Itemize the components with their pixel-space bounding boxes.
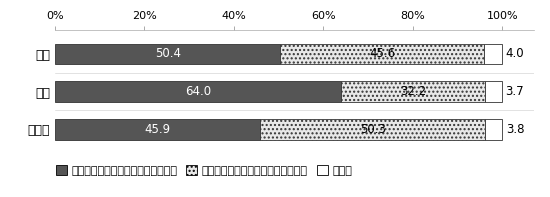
Bar [485,44,502,64]
Text: 50.4: 50.4 [155,47,181,60]
Text: 3.7: 3.7 [505,85,524,98]
Text: 3.8: 3.8 [506,123,524,136]
Text: 50.3: 50.3 [360,123,386,136]
Bar [55,119,260,139]
Bar [280,44,485,64]
Text: 32.2: 32.2 [400,85,426,98]
Text: 64.0: 64.0 [185,85,211,98]
Bar [341,81,485,102]
Bar [485,81,502,102]
Legend: メンタルヘルスケアの取り組みあり, メンタルヘルスケアの取り組みなし, 無回答: メンタルヘルスケアの取り組みあり, メンタルヘルスケアの取り組みなし, 無回答 [56,165,352,176]
Bar [260,119,485,139]
Text: 4.0: 4.0 [506,47,524,60]
Bar [55,81,341,102]
Bar [55,44,280,64]
Bar [485,119,502,139]
Text: 45.9: 45.9 [145,123,170,136]
Text: 45.6: 45.6 [369,47,395,60]
